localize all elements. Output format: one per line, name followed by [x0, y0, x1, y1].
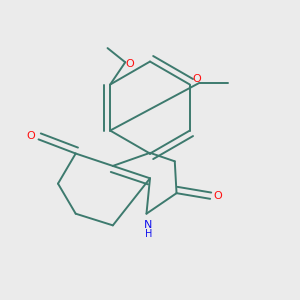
Text: O: O	[192, 74, 201, 83]
Text: O: O	[26, 131, 35, 141]
Text: N: N	[144, 220, 152, 230]
Text: O: O	[214, 191, 222, 201]
Text: O: O	[125, 59, 134, 69]
Text: H: H	[145, 229, 152, 239]
